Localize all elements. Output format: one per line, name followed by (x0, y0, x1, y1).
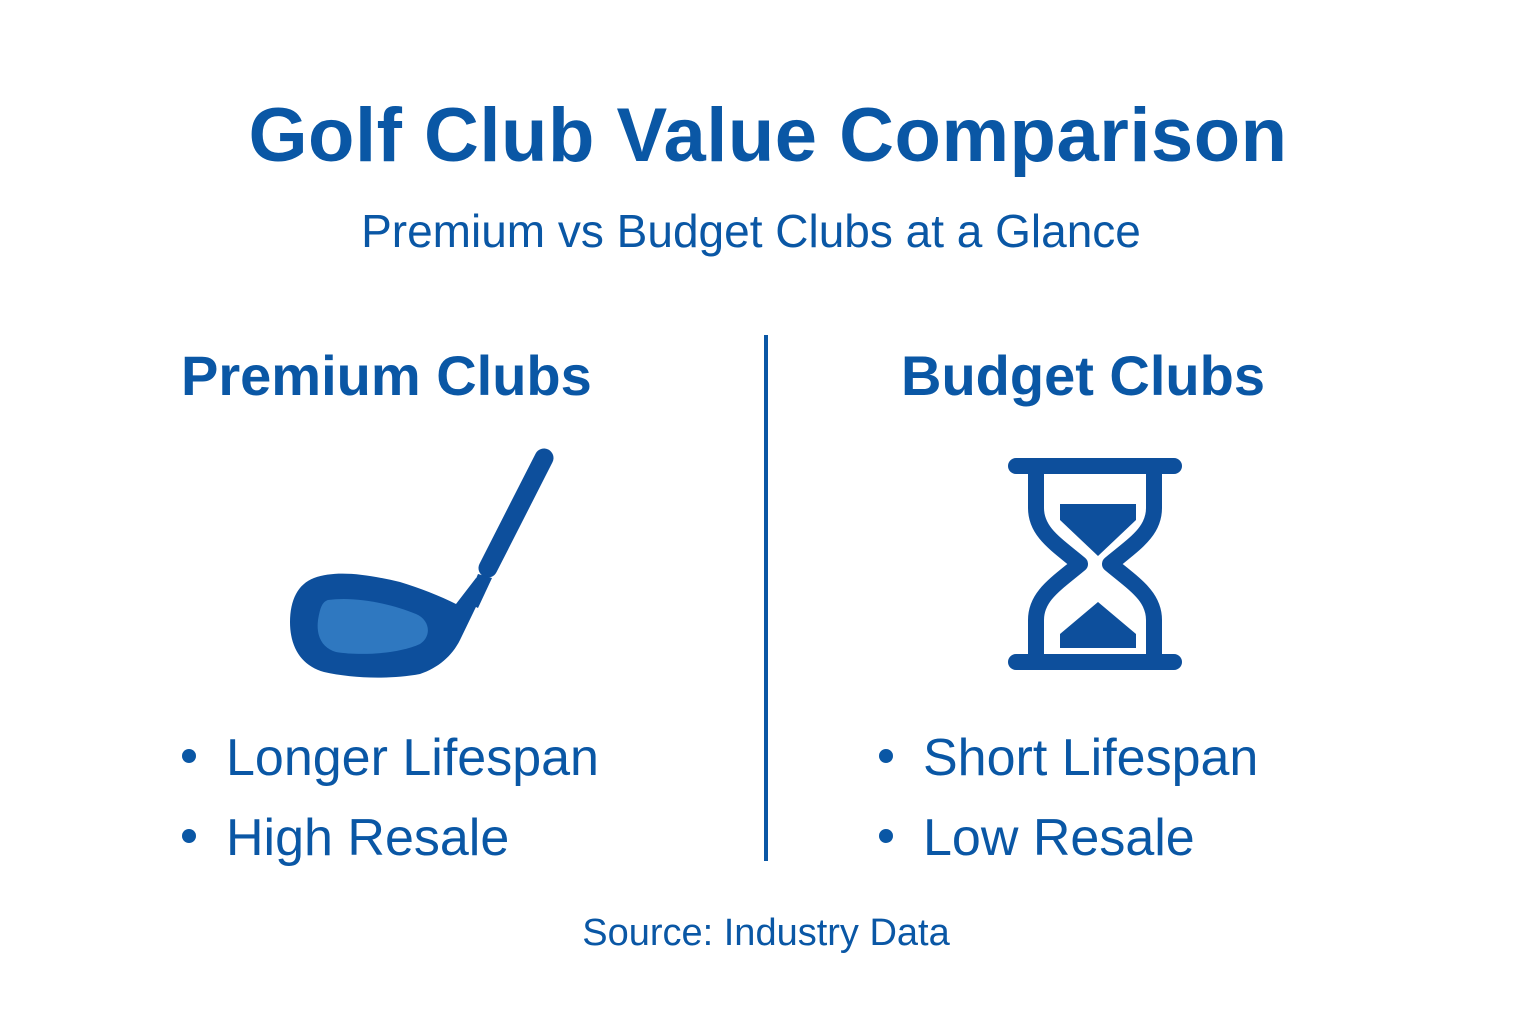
bullet-text: Low Resale (923, 809, 1195, 867)
bullet-text: High Resale (226, 809, 510, 867)
bullet-text: Short Lifespan (923, 729, 1259, 787)
list-item: High Resale (180, 798, 599, 878)
page-subtitle: Premium vs Budget Clubs at a Glance (361, 205, 1141, 257)
bullet-text: Longer Lifespan (226, 729, 599, 787)
column-divider (764, 335, 768, 861)
budget-clubs-heading: Budget Clubs (901, 344, 1265, 407)
bullet-icon (879, 829, 893, 843)
bullet-icon (879, 749, 893, 763)
list-item: Longer Lifespan (180, 718, 599, 798)
list-item: Low Resale (877, 798, 1258, 878)
golf-club-icon (280, 440, 570, 690)
premium-clubs-list: Longer Lifespan High Resale (180, 718, 599, 878)
page-title: Golf Club Value Comparison (248, 93, 1288, 178)
premium-clubs-heading: Premium Clubs (181, 344, 592, 407)
hourglass-icon (1000, 448, 1190, 680)
list-item: Short Lifespan (877, 718, 1258, 798)
bullet-icon (182, 749, 196, 763)
source-caption: Source: Industry Data (582, 912, 950, 954)
bullet-icon (182, 829, 196, 843)
budget-clubs-list: Short Lifespan Low Resale (877, 718, 1258, 878)
